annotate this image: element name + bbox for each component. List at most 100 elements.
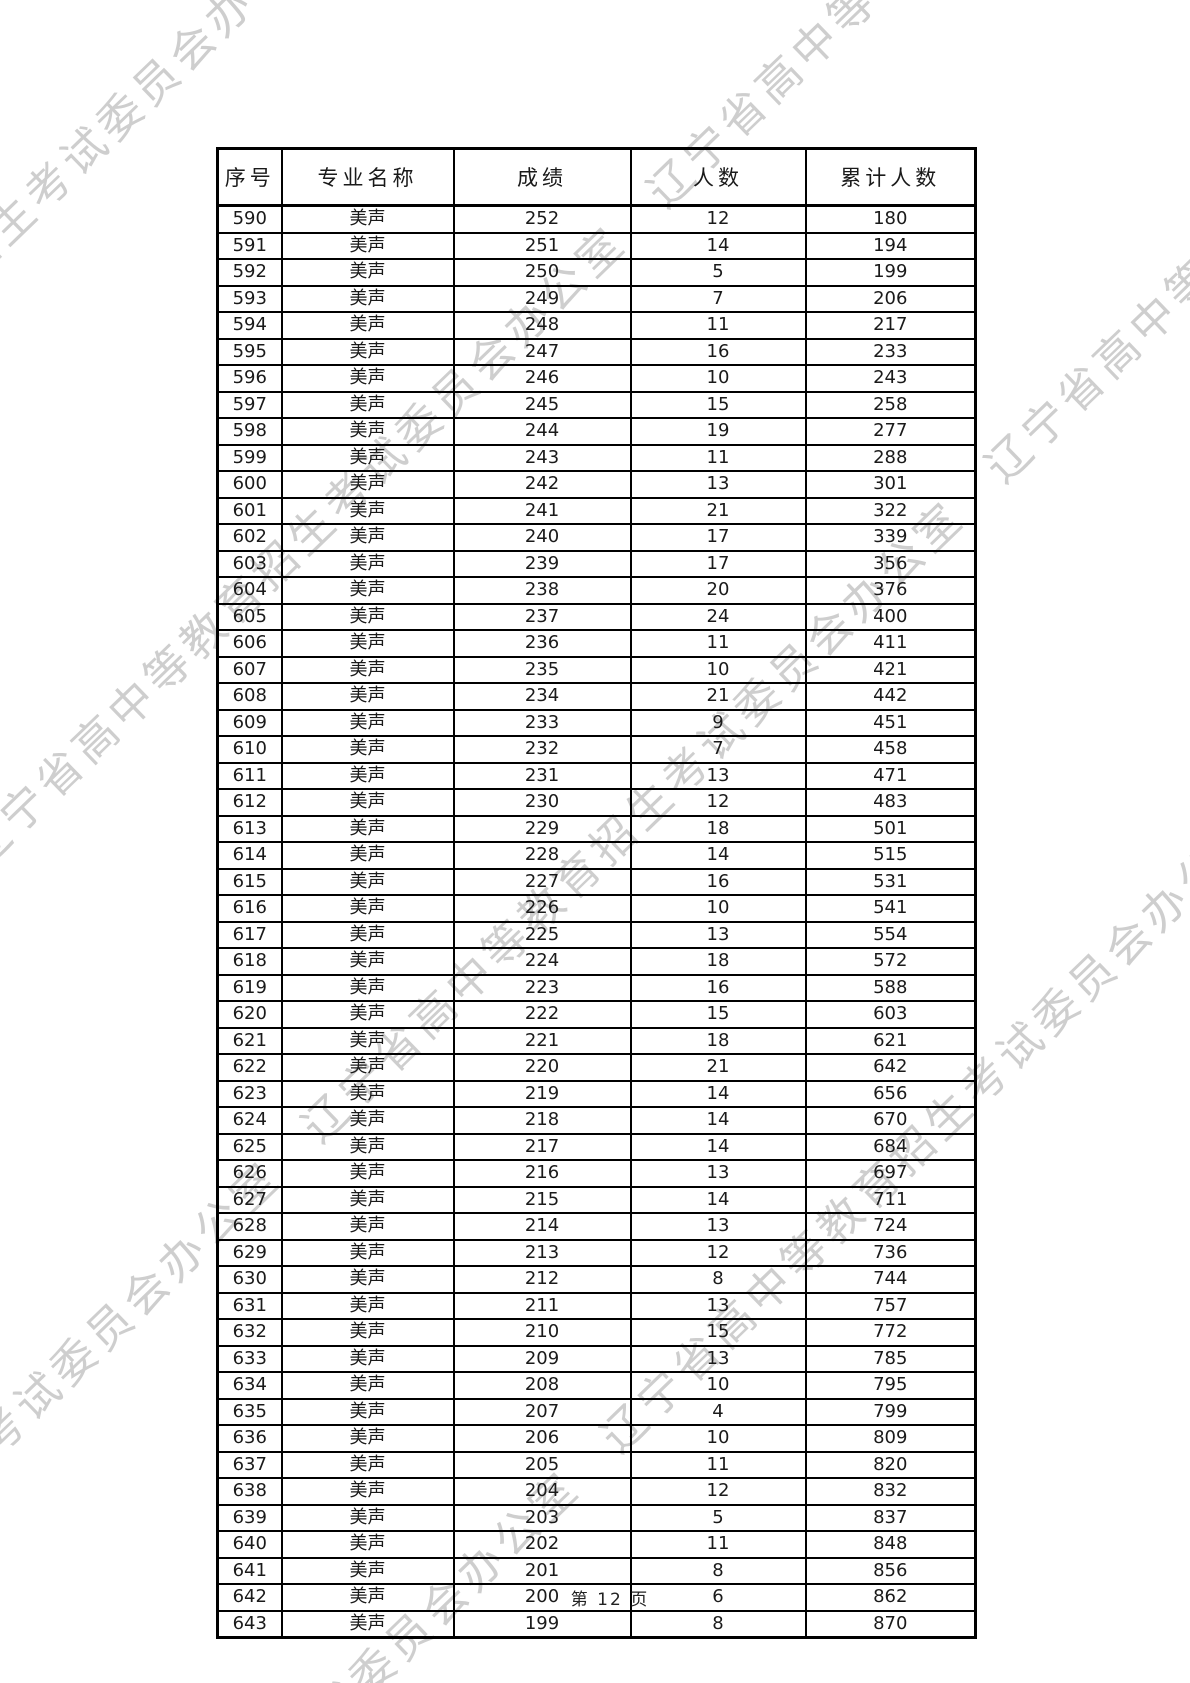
cell-serial: 597	[216, 390, 283, 419]
cell-count: 7	[629, 284, 807, 313]
cell-cumulative: 870	[804, 1609, 977, 1639]
cell-major: 美声	[280, 549, 455, 578]
cell-major: 美声	[280, 655, 455, 684]
cell-score: 227	[452, 867, 632, 896]
cell-cumulative: 322	[804, 496, 977, 525]
cell-score: 201	[452, 1556, 632, 1585]
cell-serial: 596	[216, 364, 283, 393]
cell-serial: 595	[216, 337, 283, 366]
cell-score: 213	[452, 1238, 632, 1267]
cell-count: 10	[629, 1371, 807, 1400]
cell-serial: 632	[216, 1318, 283, 1347]
cell-score: 226	[452, 894, 632, 923]
cell-serial: 606	[216, 629, 283, 658]
cell-cumulative: 451	[804, 708, 977, 737]
cell-serial: 620	[216, 1000, 283, 1029]
cell-score: 221	[452, 1026, 632, 1055]
cell-major: 美声	[280, 1530, 455, 1559]
cell-score: 231	[452, 761, 632, 790]
cell-cumulative: 856	[804, 1556, 977, 1585]
cell-serial: 635	[216, 1397, 283, 1426]
table-row: 611 美声 231 13 471	[216, 761, 977, 790]
cell-score: 206	[452, 1424, 632, 1453]
cell-major: 美声	[280, 1000, 455, 1029]
cell-score: 204	[452, 1477, 632, 1506]
cell-count: 10	[629, 364, 807, 393]
cell-serial: 604	[216, 576, 283, 605]
cell-major: 美声	[280, 470, 455, 499]
table-row: 627 美声 215 14 711	[216, 1185, 977, 1214]
table-row: 624 美声 218 14 670	[216, 1106, 977, 1135]
cell-cumulative: 301	[804, 470, 977, 499]
cell-serial: 610	[216, 735, 283, 764]
cell-cumulative: 376	[804, 576, 977, 605]
cell-cumulative: 588	[804, 973, 977, 1002]
table-row: 643 美声 199 8 870	[216, 1609, 977, 1639]
cell-serial: 613	[216, 814, 283, 843]
cell-serial: 594	[216, 311, 283, 340]
cell-cumulative: 711	[804, 1185, 977, 1214]
cell-cumulative: 621	[804, 1026, 977, 1055]
cell-score: 243	[452, 443, 632, 472]
table-row: 600 美声 242 13 301	[216, 470, 977, 499]
cell-count: 8	[629, 1556, 807, 1585]
cell-serial: 627	[216, 1185, 283, 1214]
table-row: 625 美声 217 14 684	[216, 1132, 977, 1161]
cell-count: 10	[629, 1424, 807, 1453]
table-row: 616 美声 226 10 541	[216, 894, 977, 923]
cell-count: 14	[629, 1185, 807, 1214]
table-row: 620 美声 222 15 603	[216, 1000, 977, 1029]
cell-count: 21	[629, 496, 807, 525]
cell-cumulative: 258	[804, 390, 977, 419]
cell-count: 24	[629, 602, 807, 631]
cell-score: 241	[452, 496, 632, 525]
cell-major: 美声	[280, 947, 455, 976]
table-row: 628 美声 214 13 724	[216, 1212, 977, 1241]
cell-serial: 629	[216, 1238, 283, 1267]
table-row: 642 美声 200 6 862	[216, 1583, 977, 1612]
table-row: 631 美声 211 13 757	[216, 1291, 977, 1320]
cell-count: 8	[629, 1609, 807, 1639]
table-row: 639 美声 203 5 837	[216, 1503, 977, 1532]
cell-cumulative: 744	[804, 1265, 977, 1294]
cell-score: 208	[452, 1371, 632, 1400]
table-body: 590 美声 252 12 180 591 美声 251 14 194 592 美声 250 5 199 59…	[216, 204, 977, 1639]
cell-major: 美声	[280, 523, 455, 552]
table-row: 598 美声 244 19 277	[216, 417, 977, 446]
table-row: 632 美声 210 15 772	[216, 1318, 977, 1347]
cell-major: 美声	[280, 311, 455, 340]
cell-count: 5	[629, 1503, 807, 1532]
cell-major: 美声	[280, 682, 455, 711]
cell-cumulative: 809	[804, 1424, 977, 1453]
cell-score: 234	[452, 682, 632, 711]
table-row: 614 美声 228 14 515	[216, 841, 977, 870]
cell-major: 美声	[280, 1132, 455, 1161]
cell-major: 美声	[280, 1318, 455, 1347]
cell-cumulative: 411	[804, 629, 977, 658]
cell-serial: 603	[216, 549, 283, 578]
cell-score: 247	[452, 337, 632, 366]
cell-major: 美声	[280, 284, 455, 313]
cell-score: 225	[452, 920, 632, 949]
cell-major: 美声	[280, 258, 455, 287]
cell-serial: 590	[216, 204, 283, 234]
cell-count: 17	[629, 549, 807, 578]
table-row: 623 美声 219 14 656	[216, 1079, 977, 1108]
cell-count: 10	[629, 894, 807, 923]
cell-cumulative: 832	[804, 1477, 977, 1506]
cell-serial: 601	[216, 496, 283, 525]
cell-major: 美声	[280, 576, 455, 605]
cell-score: 211	[452, 1291, 632, 1320]
cell-score: 207	[452, 1397, 632, 1426]
cell-count: 13	[629, 470, 807, 499]
cell-count: 9	[629, 708, 807, 737]
cell-count: 17	[629, 523, 807, 552]
cell-score: 199	[452, 1609, 632, 1639]
cell-serial: 633	[216, 1344, 283, 1373]
cell-serial: 643	[216, 1609, 283, 1639]
cell-score: 220	[452, 1053, 632, 1082]
table-row: 638 美声 204 12 832	[216, 1477, 977, 1506]
table-row: 641 美声 201 8 856	[216, 1556, 977, 1585]
cell-count: 15	[629, 1000, 807, 1029]
cell-score: 246	[452, 364, 632, 393]
